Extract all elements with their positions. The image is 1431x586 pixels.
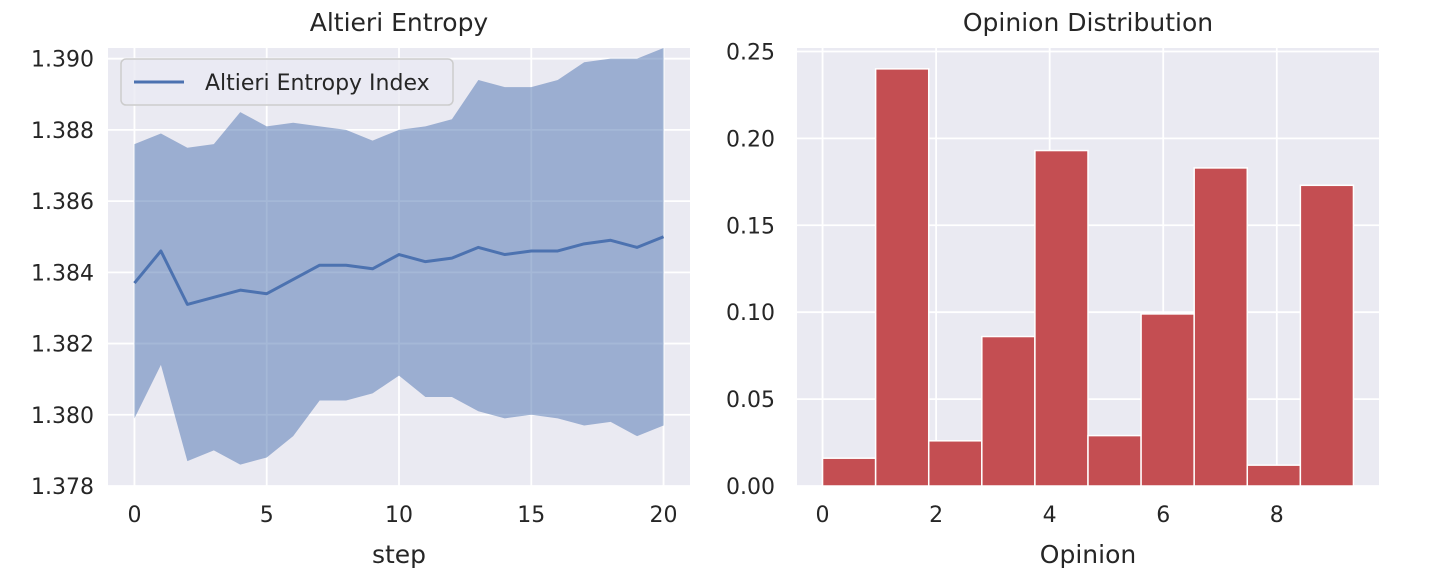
entropy-x-tick-label: 20 (650, 503, 678, 528)
opinion-y-tick-label: 0.05 (726, 388, 775, 413)
opinion-bar (981, 335, 1036, 487)
opinion-bar (874, 68, 930, 487)
opinion-bar (1087, 434, 1142, 487)
opinion-x-tick-label: 6 (1156, 503, 1170, 528)
opinion-x-tick-label: 4 (1043, 503, 1057, 528)
opinion-x-tick-label: 2 (929, 503, 943, 528)
opinion-y-ticks: 0.00 0.05 0.10 0.15 0.20 0.25 (726, 40, 775, 500)
opinion-y-tick-label: 0.20 (726, 127, 775, 152)
opinion-y-tick-label: 0.10 (726, 301, 775, 326)
entropy-legend-box (120, 58, 454, 106)
entropy-confidence-band (134, 48, 664, 465)
opinion-bar (1193, 167, 1249, 487)
entropy-y-ticks: 1.378 1.380 1.382 1.384 1.386 1.388 1.390 (31, 48, 94, 500)
entropy-y-tick-label: 1.378 (31, 475, 94, 500)
opinion-x-tick-label: 0 (816, 503, 830, 528)
opinion-bar (927, 440, 983, 487)
entropy-legend-label: Altieri Entropy Index (205, 71, 430, 96)
opinion-x-axis-label: Opinion (1040, 540, 1136, 569)
opinion-y-tick-label: 0.15 (726, 214, 775, 239)
opinion-bar (821, 457, 877, 487)
entropy-x-tick-label: 15 (517, 503, 545, 528)
opinion-bar (1246, 464, 1302, 487)
entropy-y-tick-label: 1.382 (31, 333, 94, 358)
entropy-y-tick-label: 1.388 (31, 119, 94, 144)
entropy-y-tick-label: 1.380 (31, 404, 94, 429)
entropy-y-tick-label: 1.384 (31, 261, 94, 286)
opinion-bar (1140, 313, 1195, 487)
entropy-x-tick-label: 0 (127, 503, 141, 528)
opinion-y-tick-label: 0.25 (726, 40, 775, 65)
entropy-x-ticks: 0 5 10 15 20 (127, 503, 677, 528)
entropy-chart-title: Altieri Entropy (310, 8, 489, 37)
opinion-y-tick-label: 0.00 (726, 475, 775, 500)
opinion-bars (821, 68, 1355, 487)
entropy-series-layer (133, 48, 665, 465)
opinion-bar (1034, 149, 1089, 487)
entropy-legend: Altieri Entropy Index (120, 58, 454, 106)
entropy-x-tick-label: 5 (260, 503, 274, 528)
opinion-x-tick-label: 8 (1270, 503, 1284, 528)
opinion-bar (1299, 184, 1355, 487)
entropy-y-tick-label: 1.390 (31, 48, 94, 73)
opinion-chart: 0.00 0.05 0.10 0.15 0.20 0.25 0 2 4 6 8 Opinion D… (726, 8, 1379, 569)
entropy-y-tick-label: 1.386 (31, 190, 94, 215)
opinion-chart-title: Opinion Distribution (963, 8, 1213, 37)
entropy-x-tick-label: 10 (385, 503, 413, 528)
entropy-x-axis-label: step (372, 540, 426, 569)
entropy-chart: 1.378 1.380 1.382 1.384 1.386 1.388 1.390 0 5 10… (31, 8, 690, 569)
opinion-x-ticks: 0 2 4 6 8 (816, 503, 1284, 528)
